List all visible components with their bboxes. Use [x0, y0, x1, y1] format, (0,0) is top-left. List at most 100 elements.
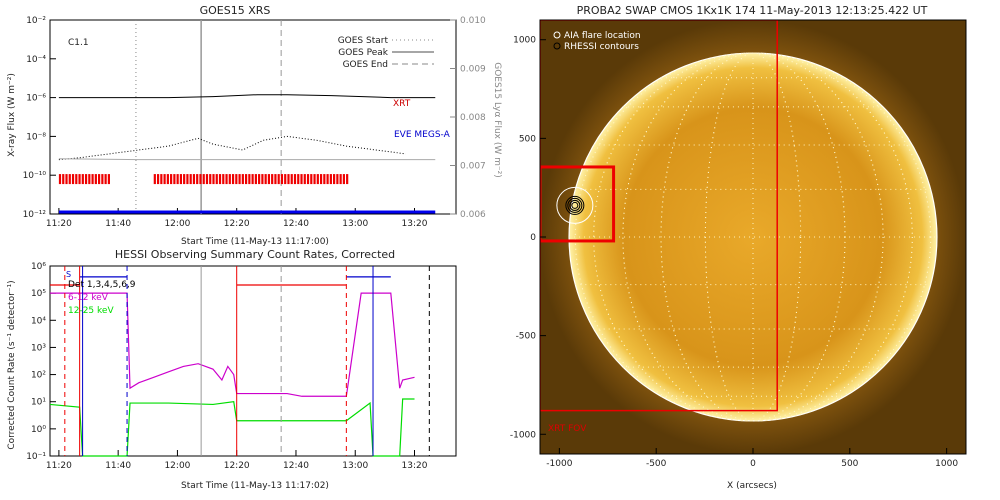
goes-xrt-line [58, 94, 436, 99]
goes-coverage-tick [284, 174, 287, 185]
goes-x-tick-label: 11:40 [105, 219, 131, 229]
goes-coverage-tick [209, 174, 212, 185]
goes-y-tick-label: 10⁻¹² [23, 210, 47, 220]
goes-coverage-tick [58, 174, 62, 185]
goes-legend-label: GOES Start [338, 36, 389, 46]
goes-coverage-tick [264, 174, 267, 185]
hessi-y-tick-label: 10³ [31, 343, 46, 353]
goes-xrt-label: XRT [393, 99, 411, 109]
goes-coverage-tick [71, 174, 75, 185]
longitude-line [622, 52, 884, 422]
goes-coverage-tick [306, 174, 310, 185]
goes-coverage-tick [153, 174, 156, 185]
goes-coverage-tick [254, 174, 257, 185]
swap-legend-label: AIA flare location [564, 31, 641, 41]
goes-title: GOES15 XRS [200, 4, 271, 17]
swap-y-tick-label: -500 [516, 332, 537, 342]
swap-y-tick-label: -1000 [510, 430, 536, 440]
swap-x-tick-label: -500 [646, 459, 667, 469]
rhessi-legend-symbol [553, 42, 561, 50]
swap-x-tick-label: 0 [750, 459, 756, 469]
goes-coverage-tick [179, 174, 183, 185]
goes-legend: GOES Start GOES Peak GOES End [338, 36, 434, 70]
goes-coverage-tick [212, 174, 215, 185]
hessi-title: HESSI Observing Summary Count Rates, Cor… [115, 248, 395, 261]
xrt-fov-box [540, 20, 778, 412]
goes-coverage-tick [310, 174, 313, 185]
goes-y2-tick-label: 0.008 [460, 113, 486, 123]
hessi-y-tick-label: 10⁵ [31, 289, 46, 299]
aia-legend-symbol [553, 31, 561, 39]
goes-coverage-tick [75, 174, 78, 185]
hessi-x-tick-label: 13:20 [402, 461, 428, 471]
goes-coverage-tick [88, 174, 91, 185]
swap-y-tick-label: 0 [530, 233, 536, 243]
goes-coverage-tick [313, 174, 316, 185]
goes-coverage-tick [248, 174, 251, 185]
hessi-plot-frame [49, 265, 457, 457]
goes-coverage-tick [170, 174, 173, 185]
goes-coverage-tick [277, 174, 280, 185]
goes-coverage-tick [231, 174, 235, 185]
goes-coverage-tick [287, 174, 290, 185]
goes-coverage-tick [205, 174, 209, 185]
goes-y2-tick-label: 0.007 [460, 162, 486, 172]
goes-coverage-tick [81, 174, 84, 185]
goes-y2label: GOES15 Lyα Flux (W m⁻²) [492, 62, 502, 178]
goes-x-tick-label: 12:40 [283, 219, 309, 229]
goes-coverage-tick [65, 174, 68, 185]
goes-coverage-tick [94, 174, 97, 185]
swap-y-tick-label: 500 [519, 134, 536, 144]
hessi-x-tick-label: 12:20 [224, 461, 250, 471]
goes-y2-tick-label: 0.009 [460, 65, 486, 75]
goes-coverage-tick [163, 174, 166, 185]
rhessi-contour [569, 199, 581, 211]
hessi-x-tick-label: 12:00 [164, 461, 190, 471]
swap-legend-label: RHESSI contours [564, 42, 639, 52]
goes-coverage-tick [346, 174, 349, 185]
goes-coverage-tick [183, 174, 186, 185]
goes-coverage-tick [280, 174, 284, 185]
goes-coverage-tick [244, 174, 248, 185]
goes-coverage-tick [293, 174, 297, 185]
swap-fov-label: XRT FOV [548, 424, 587, 434]
goes-coverage-tick [101, 174, 104, 185]
goes-coverage-tick [238, 174, 241, 185]
goes-coverage-tick [156, 174, 160, 185]
goes-coverage-tick [251, 174, 254, 185]
hessi-x-tick-label: 11:40 [105, 461, 131, 471]
goes-coverage-tick [271, 174, 274, 185]
goes-coverage-tick [235, 174, 238, 185]
goes-x-tick-label: 12:20 [224, 219, 250, 229]
goes-coverage-tick [160, 174, 163, 185]
goes-coverage-tick [173, 174, 176, 185]
hessi-y-tick-label: 10⁴ [31, 316, 46, 326]
goes-coverage-tick [261, 174, 264, 185]
goes-lya-line [58, 158, 436, 161]
goes-coverage-tick [202, 174, 205, 185]
goes-coverage-tick [316, 174, 319, 185]
goes-coverage-tick [84, 174, 88, 185]
goes-coverage-tick [186, 174, 189, 185]
goes-legend-label: GOES End [343, 60, 388, 70]
goes-coverage-tick [166, 174, 169, 185]
goes-coverage-tick [274, 174, 277, 185]
hessi-y-tick-label: 10⁶ [31, 262, 46, 272]
hessi-x-tick-label: 11:20 [46, 461, 72, 471]
hessi-y-tick-label: 10⁻¹ [26, 452, 46, 462]
goes-coverage-tick [339, 174, 342, 185]
longitude-line [704, 52, 802, 422]
aia-flare-location-marker [556, 186, 594, 224]
goes-x-tick-label: 11:20 [46, 219, 72, 229]
goes-coverage-tick [98, 174, 101, 185]
goes-y2-tick-label: 0.010 [460, 16, 486, 26]
longitude-line [593, 52, 913, 422]
goes-coverage-tick [192, 174, 196, 185]
hessi-y-tick-label: 10⁰ [31, 425, 46, 435]
rhessi-contour [565, 195, 585, 215]
longitude-line [660, 52, 846, 422]
goes-coverage-tick [62, 174, 65, 185]
goes-coverage-tick [189, 174, 192, 185]
goes-coverage-tick [333, 174, 336, 185]
